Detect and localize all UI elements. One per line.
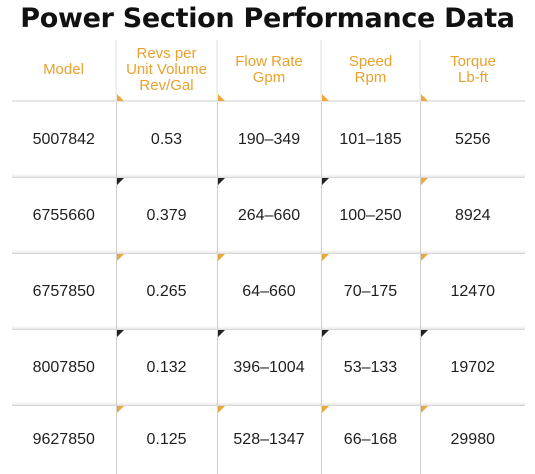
header-torque: Torque Lb-ft bbox=[420, 40, 525, 101]
cell-model: 9627850 bbox=[12, 406, 116, 474]
header-revs-line-1: Revs per bbox=[117, 46, 216, 62]
cell-flow-rate: 264–660 bbox=[217, 178, 321, 254]
corner-accent bbox=[322, 178, 329, 185]
cell-value: 264–660 bbox=[238, 207, 300, 224]
cell-value: 19702 bbox=[451, 359, 496, 376]
table-row: 6757850 0.265 64–660 70–175 12470 bbox=[12, 254, 525, 330]
cell-revs: 0.125 bbox=[116, 406, 217, 474]
corner-accent bbox=[218, 94, 225, 101]
table-row: 6755660 0.379 264–660 100–250 8924 bbox=[12, 178, 525, 254]
corner-accent bbox=[322, 406, 329, 413]
cell-value: 0.125 bbox=[146, 431, 186, 448]
cell-value: 0.132 bbox=[146, 359, 186, 376]
cell-torque: 5256 bbox=[420, 101, 525, 178]
cell-speed: 66–168 bbox=[321, 406, 420, 474]
cell-model: 5007842 bbox=[12, 101, 116, 178]
corner-accent bbox=[421, 178, 428, 185]
cell-flow-rate: 528–1347 bbox=[217, 406, 321, 474]
corner-accent bbox=[322, 330, 329, 337]
cell-torque: 8924 bbox=[420, 178, 525, 254]
cell-revs: 0.132 bbox=[116, 330, 217, 406]
cell-flow-rate: 396–1004 bbox=[217, 330, 321, 406]
cell-value: 66–168 bbox=[344, 431, 397, 448]
corner-accent bbox=[117, 178, 124, 185]
header-model-label: Model bbox=[12, 62, 115, 78]
cell-value: 29980 bbox=[451, 431, 496, 448]
cell-value: 53–133 bbox=[344, 359, 397, 376]
cell-revs: 0.53 bbox=[116, 101, 217, 178]
cell-torque: 29980 bbox=[420, 406, 525, 474]
corner-accent bbox=[421, 94, 428, 101]
cell-speed: 101–185 bbox=[321, 101, 420, 178]
corner-accent bbox=[421, 254, 428, 261]
cell-model: 6755660 bbox=[12, 178, 116, 254]
page: Power Section Performance Data Model Rev… bbox=[0, 0, 535, 459]
header-model: Model bbox=[12, 40, 116, 101]
cell-model: 6757850 bbox=[12, 254, 116, 330]
cell-value: 101–185 bbox=[339, 131, 401, 148]
corner-accent bbox=[322, 254, 329, 261]
page-title: Power Section Performance Data bbox=[0, 3, 535, 34]
cell-torque: 19702 bbox=[420, 330, 525, 406]
cell-flow-rate: 64–660 bbox=[217, 254, 321, 330]
corner-accent bbox=[218, 178, 225, 185]
cell-value: 396–1004 bbox=[233, 359, 304, 376]
cell-torque: 12470 bbox=[420, 254, 525, 330]
header-speed: Speed Rpm bbox=[321, 40, 420, 101]
corner-accent bbox=[117, 330, 124, 337]
cell-speed: 70–175 bbox=[321, 254, 420, 330]
cell-revs: 0.265 bbox=[116, 254, 217, 330]
header-row: Model Revs per Unit Volume Rev/Gal Flow … bbox=[12, 40, 525, 101]
header-torque-line-2: Lb-ft bbox=[421, 70, 525, 86]
header-revs-line-2: Unit Volume bbox=[117, 62, 216, 78]
cell-value: 12470 bbox=[451, 283, 496, 300]
cell-model: 8007850 bbox=[12, 330, 116, 406]
corner-accent bbox=[117, 94, 124, 101]
corner-accent bbox=[117, 406, 124, 413]
corner-accent bbox=[218, 254, 225, 261]
cell-value: 0.379 bbox=[146, 207, 186, 224]
cell-value: 70–175 bbox=[344, 283, 397, 300]
corner-accent bbox=[322, 94, 329, 101]
header-flow-line-1: Flow Rate bbox=[218, 54, 320, 70]
cell-value: 0.265 bbox=[146, 283, 186, 300]
table-row: 9627850 0.125 528–1347 66–168 29980 bbox=[12, 406, 525, 474]
cell-speed: 100–250 bbox=[321, 178, 420, 254]
cell-value: 5256 bbox=[455, 131, 491, 148]
corner-accent bbox=[218, 406, 225, 413]
corner-accent bbox=[421, 330, 428, 337]
table-row: 8007850 0.132 396–1004 53–133 19702 bbox=[12, 330, 525, 406]
cell-value: 100–250 bbox=[339, 207, 401, 224]
header-speed-line-1: Speed bbox=[322, 54, 419, 70]
cell-value: 64–660 bbox=[242, 283, 295, 300]
cell-revs: 0.379 bbox=[116, 178, 217, 254]
header-speed-line-2: Rpm bbox=[322, 70, 419, 86]
corner-accent bbox=[218, 330, 225, 337]
header-revs-line-3: Rev/Gal bbox=[117, 78, 216, 94]
cell-flow-rate: 190–349 bbox=[217, 101, 321, 178]
cell-value: 190–349 bbox=[238, 131, 300, 148]
corner-accent bbox=[421, 406, 428, 413]
header-flow-line-2: Gpm bbox=[218, 70, 320, 86]
table-row: 5007842 0.53 190–349 101–185 5256 bbox=[12, 101, 525, 178]
corner-accent bbox=[117, 254, 124, 261]
performance-table: Model Revs per Unit Volume Rev/Gal Flow … bbox=[12, 40, 525, 474]
header-flow-rate: Flow Rate Gpm bbox=[217, 40, 321, 101]
cell-value: 8924 bbox=[455, 207, 491, 224]
header-torque-line-1: Torque bbox=[421, 54, 525, 70]
header-revs-per-unit-volume: Revs per Unit Volume Rev/Gal bbox=[116, 40, 217, 101]
cell-value: 528–1347 bbox=[233, 431, 304, 448]
cell-value: 0.53 bbox=[151, 131, 182, 148]
cell-speed: 53–133 bbox=[321, 330, 420, 406]
